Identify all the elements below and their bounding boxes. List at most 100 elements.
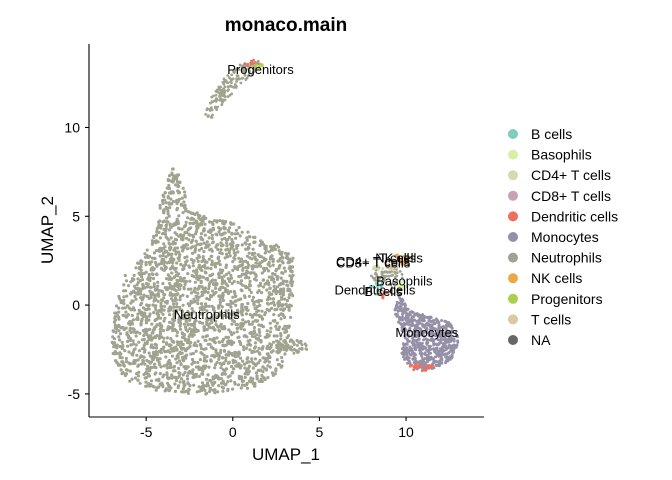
neutrophil-point [235, 326, 239, 330]
neutrophil-point [147, 360, 151, 364]
neutrophil-point [244, 312, 248, 316]
neutrophil-point [232, 222, 236, 226]
neutrophil-point [265, 358, 269, 362]
neutrophil-point [202, 353, 206, 357]
neutrophil-point [243, 366, 247, 370]
neutrophil-point [200, 259, 204, 264]
neutrophil-point [239, 356, 243, 360]
neutrophil-point [198, 306, 202, 310]
neutrophil-point [126, 284, 131, 288]
b-cell-point [375, 289, 379, 293]
neutrophil-point [242, 345, 246, 349]
neutrophil-point [184, 243, 188, 247]
neutrophil-point [147, 307, 151, 311]
neutrophil-point [282, 266, 286, 270]
neutrophil-point [140, 338, 144, 342]
neutrophil-point [143, 307, 147, 311]
neutrophil-point [180, 277, 184, 281]
neutrophil-point [283, 346, 286, 350]
neutrophil-point [158, 357, 162, 361]
neutrophil-point [181, 373, 185, 377]
chart-title: monaco.main [225, 15, 347, 36]
monocyte-point [440, 335, 444, 338]
neutrophil-point [239, 279, 243, 283]
neutrophil-point [162, 292, 166, 296]
x-tick-label: 10 [398, 424, 414, 440]
nk-cell-point [404, 259, 408, 263]
neutrophil-point [250, 257, 254, 261]
neutrophil-point [179, 234, 183, 239]
neutrophil-point [224, 238, 228, 242]
monocyte-point [414, 335, 418, 339]
neutrophil-point [254, 257, 258, 261]
neutrophil-point [151, 303, 155, 307]
monocyte-point [431, 362, 435, 366]
neutrophil-point [139, 271, 144, 275]
neutrophil-point [139, 262, 143, 266]
neutrophil-point [240, 383, 244, 387]
neutrophil-point [150, 239, 154, 243]
neutrophil-point [176, 355, 180, 360]
neutrophil-point [180, 227, 184, 231]
neutrophil-point [210, 254, 214, 258]
dendritic-point [431, 365, 435, 368]
monocyte-point [421, 357, 425, 361]
neutrophil-point [179, 237, 184, 241]
mixed-point [373, 276, 377, 280]
neutrophil-point [229, 343, 234, 347]
neutrophil-point [227, 341, 231, 346]
neutrophil-point [230, 318, 235, 322]
neutrophil-point [250, 350, 254, 355]
neutrophil-point [266, 352, 270, 356]
neutrophil-point [203, 233, 207, 237]
neutrophil-point [170, 202, 174, 206]
neutrophil-point [133, 376, 138, 380]
monocyte-point [409, 347, 412, 351]
monocyte-point [403, 323, 407, 327]
neutrophil-point [230, 281, 234, 286]
neutrophil-point [297, 350, 301, 354]
neutrophil-point [257, 328, 261, 332]
neutrophil-point [162, 345, 166, 349]
neutrophil-point [235, 246, 239, 250]
neutrophil-point [226, 380, 230, 384]
neutrophil-point [112, 345, 116, 349]
b-cell-point [379, 283, 383, 287]
neutrophil-point [136, 312, 140, 316]
neutrophil-point [227, 271, 231, 275]
neutrophil-point [247, 251, 251, 255]
neutrophil-point [208, 230, 212, 234]
neutrophil-point [190, 369, 195, 373]
neutrophil-point [222, 274, 226, 278]
neutrophil-point [158, 254, 162, 258]
neutrophil-point [241, 379, 245, 383]
legend-swatch [508, 314, 518, 325]
neutrophil-point [140, 275, 144, 279]
neutrophil-point [174, 308, 178, 313]
neutrophil-point [289, 277, 294, 281]
neutrophil-point [186, 329, 190, 333]
neutrophil-point [262, 243, 266, 247]
progenitor-area-point [236, 74, 240, 77]
neutrophil-point [233, 382, 237, 386]
neutrophil-point [202, 347, 206, 351]
neutrophil-point [205, 243, 209, 247]
neutrophil-point [189, 330, 193, 334]
progenitor-area-point [243, 71, 247, 74]
neutrophil-point [129, 292, 133, 296]
neutrophil-point [167, 174, 172, 178]
neutrophil-point [203, 222, 207, 226]
neutrophil-point [167, 277, 171, 281]
monocyte-point [429, 320, 433, 324]
neutrophil-point [206, 323, 210, 327]
progenitor-point [257, 65, 261, 68]
neutrophil-point [218, 298, 222, 302]
neutrophil-point [222, 362, 226, 366]
neutrophil-point [160, 232, 165, 236]
neutrophil-point [205, 391, 209, 395]
monocyte-point [447, 356, 451, 360]
neutrophil-point [123, 349, 127, 353]
neutrophil-point [277, 303, 281, 307]
neutrophil-point [201, 293, 205, 297]
progenitor-area-point [222, 98, 226, 102]
